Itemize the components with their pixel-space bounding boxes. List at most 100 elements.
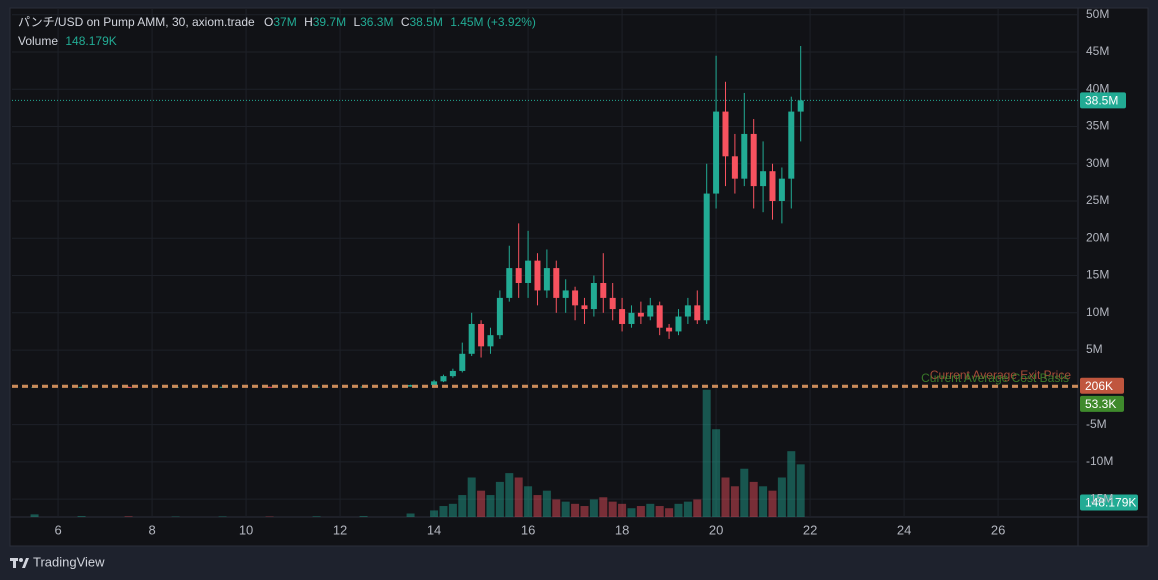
volume-bar — [552, 499, 561, 517]
volume-bar — [30, 514, 39, 517]
y-tick-label: 15M — [1086, 268, 1109, 282]
volume-tag-label: 148.179K — [1085, 496, 1136, 510]
candle-body — [769, 171, 776, 202]
candle-body — [788, 111, 795, 179]
volume-bar — [580, 506, 589, 517]
candle-body — [478, 323, 485, 347]
y-tick-label: 10M — [1086, 305, 1109, 319]
volume-bar — [777, 477, 786, 517]
x-tick-label: 8 — [148, 522, 155, 537]
volume-bar — [458, 495, 467, 517]
y-tick-label: 40M — [1086, 81, 1109, 95]
candle-body — [525, 260, 532, 283]
overlay-layer: 38.5M Current Average Exit Price 206K Curre… — [12, 92, 1138, 511]
candle-body — [750, 133, 757, 187]
volume-bar — [749, 481, 758, 517]
volume-bar — [571, 503, 580, 517]
candle-body — [590, 282, 597, 310]
volume-bar — [312, 516, 321, 517]
candle-body — [506, 268, 513, 298]
volume-bar — [524, 486, 533, 517]
price-tag — [1080, 377, 1124, 394]
x-tick-label: 12 — [333, 522, 347, 537]
y-tick-label: 50M — [1086, 7, 1109, 21]
price-line-name: Current Average Exit Price — [930, 368, 1072, 382]
candle-body — [600, 282, 607, 298]
candle-body — [534, 260, 541, 291]
volume-bar — [599, 497, 608, 517]
legend-value: 36.3M — [360, 15, 393, 29]
volume-value: 148.179K — [65, 34, 116, 48]
candle-body — [731, 156, 738, 179]
brand: TradingView — [33, 554, 105, 569]
x-tick-label: 10 — [239, 522, 253, 537]
candle-body — [684, 305, 691, 317]
volume-bar — [124, 516, 133, 517]
volume-bar — [721, 477, 730, 517]
volume-bar — [533, 495, 542, 517]
volume-bar — [477, 490, 486, 517]
volume-bar — [768, 490, 777, 517]
legend-change: 1.45M (+3.92%) — [450, 15, 536, 29]
legend-label: H — [304, 15, 313, 29]
legend-value: 39.7M — [313, 15, 346, 29]
candle-body — [459, 353, 466, 371]
legend: パンチ/USD on Pump AMM, 30, axiom.trade O37… — [18, 15, 536, 29]
volume-bar — [693, 499, 702, 517]
y-tick-label: -5M — [1086, 417, 1107, 431]
y-tick-label: 45M — [1086, 44, 1109, 58]
volume-bar — [542, 490, 551, 517]
y-tick-label: -10M — [1086, 454, 1113, 468]
volume-bar — [712, 429, 721, 517]
candle-body — [760, 171, 767, 187]
volume-bar — [439, 506, 448, 517]
x-tick-label: 18 — [615, 522, 629, 537]
candle-body — [647, 305, 654, 317]
y-tick-label: 20M — [1086, 230, 1109, 244]
legend-label: O — [264, 15, 273, 29]
candle-body — [487, 335, 494, 347]
candle-body — [572, 290, 579, 306]
legend-value: 38.5M — [410, 15, 443, 29]
candle-body — [440, 376, 447, 382]
x-tick-label: 16 — [521, 522, 535, 537]
candle-body — [609, 297, 616, 310]
candle-body — [266, 386, 273, 388]
volume-bar — [514, 477, 523, 517]
candle-body — [778, 178, 785, 202]
grid — [12, 8, 1078, 517]
chart-title: パンチ/USD on Pump AMM, 30, axiom.trade — [18, 15, 255, 29]
price-tag — [1080, 92, 1126, 109]
price-tag-label: 53.3K — [1085, 397, 1116, 411]
volume-bar — [655, 506, 664, 517]
legend-value: 37M — [273, 15, 296, 29]
volume-bar — [646, 503, 655, 517]
volume-bar — [608, 501, 617, 517]
volume-bar — [359, 516, 368, 517]
price-tag-label: 38.5M — [1085, 94, 1118, 108]
volume-bar — [759, 486, 768, 517]
candle-body — [797, 100, 804, 112]
candle-body — [741, 133, 748, 179]
price-tag — [1080, 395, 1124, 412]
price-tag-label: 206K — [1085, 379, 1113, 393]
candle-body — [515, 268, 522, 283]
volume-bar — [406, 513, 415, 517]
candle-body — [407, 385, 414, 387]
candle-body — [703, 193, 710, 321]
volume-bar — [589, 499, 598, 517]
candle-body — [431, 381, 438, 386]
candle-body — [449, 370, 456, 377]
candle-body — [78, 386, 85, 388]
legend-label: L — [353, 15, 360, 29]
y-tick-label: 5M — [1086, 342, 1103, 356]
candle-body — [125, 386, 132, 388]
candle-body — [694, 305, 701, 321]
candle-body — [468, 323, 475, 354]
volume-layer — [30, 389, 805, 517]
candle-body — [619, 309, 626, 324]
candle-body — [543, 268, 550, 291]
candle-body — [666, 327, 673, 332]
legend-label: C — [401, 15, 410, 29]
